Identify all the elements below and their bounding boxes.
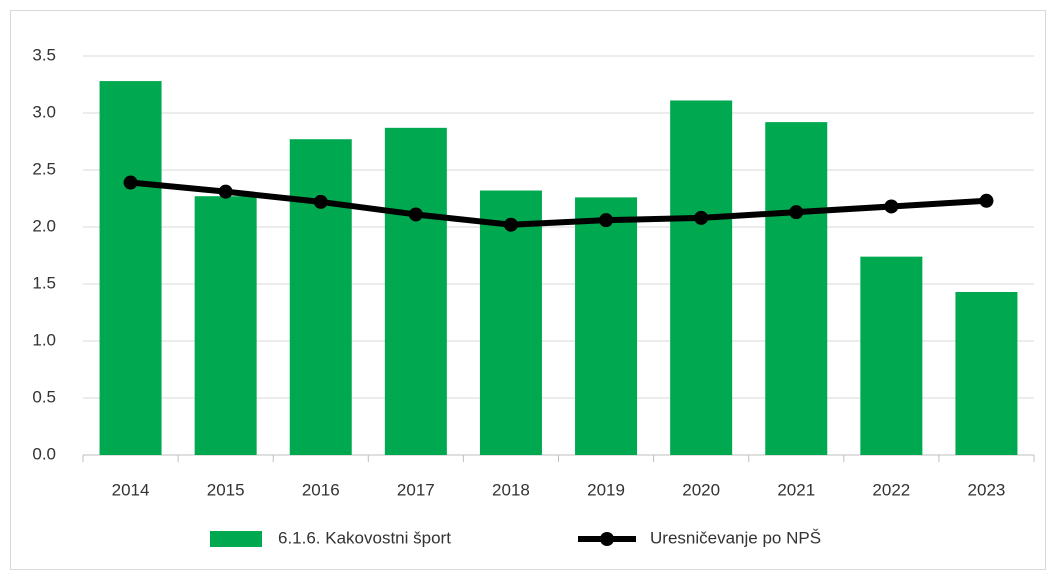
bar [765, 122, 828, 456]
line-point [123, 175, 138, 190]
legend-swatch [600, 532, 614, 546]
y-tick-label: 3.5 [32, 45, 56, 64]
x-tick-label: 2022 [872, 480, 910, 499]
bar [479, 190, 542, 455]
line-point [884, 199, 899, 214]
y-tick-label: 2.5 [32, 159, 56, 178]
legend-swatch [210, 531, 262, 547]
x-tick-label: 2016 [302, 480, 340, 499]
y-tick-label: 0.0 [32, 444, 56, 463]
bar [384, 127, 447, 455]
x-tick-label: 2019 [587, 480, 625, 499]
y-tick-label: 1.5 [32, 273, 56, 292]
legend-label: Uresničevanje po NPŠ [650, 528, 821, 547]
line-point [313, 194, 328, 209]
bar [99, 81, 162, 455]
x-tick-label: 2023 [968, 480, 1006, 499]
bar [289, 139, 352, 455]
bar [575, 197, 638, 456]
line-point [599, 213, 614, 228]
line-point [789, 205, 804, 220]
chart-border [10, 10, 1046, 570]
y-tick-label: 1.0 [32, 330, 56, 349]
x-tick-label: 2021 [777, 480, 815, 499]
x-tick-label: 2020 [682, 480, 720, 499]
bar [955, 291, 1018, 455]
bar [194, 196, 257, 455]
line-point [979, 193, 994, 208]
bar [860, 256, 923, 455]
x-tick-label: 2018 [492, 480, 530, 499]
line-point [503, 217, 518, 232]
y-tick-label: 2.0 [32, 216, 56, 235]
y-tick-label: 3.0 [32, 102, 56, 121]
x-tick-label: 2017 [397, 480, 435, 499]
x-tick-label: 2014 [112, 480, 150, 499]
legend-label: 6.1.6. Kakovostni šport [278, 528, 451, 547]
line-point [408, 207, 423, 222]
line [130, 179, 987, 228]
line-point [694, 210, 709, 225]
y-tick-label: 0.5 [32, 387, 56, 406]
x-tick-label: 2015 [207, 480, 245, 499]
line-point [218, 184, 233, 199]
bar [670, 100, 733, 456]
